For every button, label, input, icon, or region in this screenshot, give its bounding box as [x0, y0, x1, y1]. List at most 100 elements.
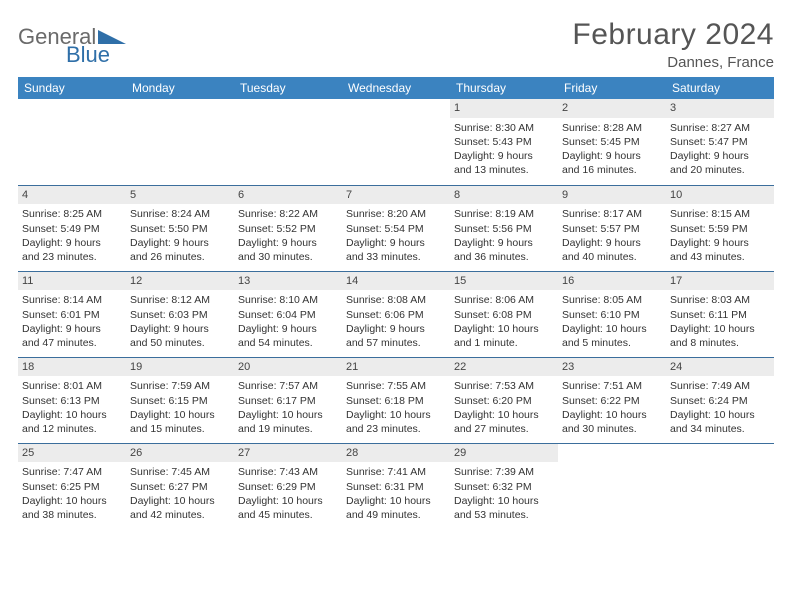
calendar-day-cell: [18, 99, 126, 185]
day2-line: and 49 minutes.: [346, 508, 446, 522]
sunset-line: Sunset: 6:31 PM: [346, 480, 446, 494]
day2-line: and 1 minute.: [454, 336, 554, 350]
day1-line: Daylight: 9 hours: [562, 236, 662, 250]
calendar-day-cell: [126, 99, 234, 185]
day1-line: Daylight: 10 hours: [130, 408, 230, 422]
sunrise-line: Sunrise: 8:06 AM: [454, 293, 554, 307]
sunrise-line: Sunrise: 7:59 AM: [130, 379, 230, 393]
sunset-line: Sunset: 5:50 PM: [130, 222, 230, 236]
day2-line: and 53 minutes.: [454, 508, 554, 522]
calendar-day-cell: 4Sunrise: 8:25 AMSunset: 5:49 PMDaylight…: [18, 185, 126, 271]
day1-line: Daylight: 9 hours: [454, 236, 554, 250]
calendar-day-cell: 16Sunrise: 8:05 AMSunset: 6:10 PMDayligh…: [558, 271, 666, 357]
day-number: 11: [18, 272, 126, 291]
day-header: Sunday: [18, 77, 126, 99]
calendar-day-cell: 1Sunrise: 8:30 AMSunset: 5:43 PMDaylight…: [450, 99, 558, 185]
day1-line: Daylight: 9 hours: [130, 322, 230, 336]
day1-line: Daylight: 10 hours: [130, 494, 230, 508]
day2-line: and 26 minutes.: [130, 250, 230, 264]
day2-line: and 30 minutes.: [562, 422, 662, 436]
day-number: 7: [342, 186, 450, 205]
day-number: 27: [234, 444, 342, 463]
day-number: 4: [18, 186, 126, 205]
day2-line: and 12 minutes.: [22, 422, 122, 436]
day1-line: Daylight: 9 hours: [346, 322, 446, 336]
sunrise-line: Sunrise: 7:45 AM: [130, 465, 230, 479]
day-number: 29: [450, 444, 558, 463]
calendar-day-cell: 28Sunrise: 7:41 AMSunset: 6:31 PMDayligh…: [342, 443, 450, 529]
calendar-day-cell: 26Sunrise: 7:45 AMSunset: 6:27 PMDayligh…: [126, 443, 234, 529]
calendar-day-cell: 2Sunrise: 8:28 AMSunset: 5:45 PMDaylight…: [558, 99, 666, 185]
sunrise-line: Sunrise: 8:17 AM: [562, 207, 662, 221]
sunrise-line: Sunrise: 8:25 AM: [22, 207, 122, 221]
day-header: Tuesday: [234, 77, 342, 99]
sunset-line: Sunset: 5:45 PM: [562, 135, 662, 149]
sunrise-line: Sunrise: 7:43 AM: [238, 465, 338, 479]
sunset-line: Sunset: 6:08 PM: [454, 308, 554, 322]
day-number: 20: [234, 358, 342, 377]
calendar-day-cell: 25Sunrise: 7:47 AMSunset: 6:25 PMDayligh…: [18, 443, 126, 529]
calendar-day-cell: 20Sunrise: 7:57 AMSunset: 6:17 PMDayligh…: [234, 357, 342, 443]
sunrise-line: Sunrise: 7:55 AM: [346, 379, 446, 393]
day1-line: Daylight: 9 hours: [346, 236, 446, 250]
calendar-week-row: 18Sunrise: 8:01 AMSunset: 6:13 PMDayligh…: [18, 357, 774, 443]
calendar-day-cell: 7Sunrise: 8:20 AMSunset: 5:54 PMDaylight…: [342, 185, 450, 271]
sunset-line: Sunset: 6:29 PM: [238, 480, 338, 494]
day2-line: and 34 minutes.: [670, 422, 770, 436]
sunrise-line: Sunrise: 8:01 AM: [22, 379, 122, 393]
sunset-line: Sunset: 5:47 PM: [670, 135, 770, 149]
sunrise-line: Sunrise: 8:14 AM: [22, 293, 122, 307]
day-header: Wednesday: [342, 77, 450, 99]
sunrise-line: Sunrise: 7:39 AM: [454, 465, 554, 479]
day2-line: and 23 minutes.: [346, 422, 446, 436]
sunrise-line: Sunrise: 8:15 AM: [670, 207, 770, 221]
calendar-day-cell: 24Sunrise: 7:49 AMSunset: 6:24 PMDayligh…: [666, 357, 774, 443]
day-number: 5: [126, 186, 234, 205]
day1-line: Daylight: 9 hours: [670, 236, 770, 250]
day-number: 15: [450, 272, 558, 291]
topbar: General Blue February 2024 Dannes, Franc…: [18, 18, 774, 71]
brand-word2: Blue: [66, 42, 110, 64]
calendar-day-cell: 27 Sunrise: 7:43 AMSunset: 6:29 PMDayligh…: [234, 443, 342, 529]
day2-line: and 54 minutes.: [238, 336, 338, 350]
day1-line: Daylight: 10 hours: [22, 408, 122, 422]
calendar-day-cell: 8Sunrise: 8:19 AMSunset: 5:56 PMDaylight…: [450, 185, 558, 271]
day2-line: and 47 minutes.: [22, 336, 122, 350]
day-number: 9: [558, 186, 666, 205]
calendar-day-cell: 22Sunrise: 7:53 AMSunset: 6:20 PMDayligh…: [450, 357, 558, 443]
calendar-day-cell: [666, 443, 774, 529]
calendar-day-cell: 21Sunrise: 7:55 AMSunset: 6:18 PMDayligh…: [342, 357, 450, 443]
calendar-week-row: 1Sunrise: 8:30 AMSunset: 5:43 PMDaylight…: [18, 99, 774, 185]
day1-line: Daylight: 10 hours: [346, 408, 446, 422]
sunrise-line: Sunrise: 8:30 AM: [454, 121, 554, 135]
calendar-day-cell: 15Sunrise: 8:06 AMSunset: 6:08 PMDayligh…: [450, 271, 558, 357]
sunset-line: Sunset: 6:10 PM: [562, 308, 662, 322]
day-number: 16: [558, 272, 666, 291]
day1-line: Daylight: 10 hours: [22, 494, 122, 508]
day2-line: and 40 minutes.: [562, 250, 662, 264]
day-number: 26: [126, 444, 234, 463]
day2-line: and 50 minutes.: [130, 336, 230, 350]
day1-line: Daylight: 10 hours: [238, 494, 338, 508]
day-number: 1: [450, 99, 558, 118]
calendar-week-row: 4 Sunrise: 8:25 AMSunset: 5:49 PM Daylight…: [18, 185, 774, 271]
day1-line: Daylight: 9 hours: [22, 322, 122, 336]
day-header: Friday: [558, 77, 666, 99]
day1-line: Daylight: 10 hours: [454, 494, 554, 508]
day2-line: and 30 minutes.: [238, 250, 338, 264]
sunrise-line: Sunrise: 7:57 AM: [238, 379, 338, 393]
day2-line: and 45 minutes.: [238, 508, 338, 522]
day-number: 23: [558, 358, 666, 377]
calendar-day-cell: 11Sunrise: 8:14 AMSunset: 6:01 PMDayligh…: [18, 271, 126, 357]
brand-logo-svg: General Blue: [18, 24, 136, 64]
sunset-line: Sunset: 5:49 PM: [22, 222, 122, 236]
day-number: 22: [450, 358, 558, 377]
day1-line: Daylight: 10 hours: [670, 408, 770, 422]
day-number: 18: [18, 358, 126, 377]
sunset-line: Sunset: 6:13 PM: [22, 394, 122, 408]
day2-line: and 57 minutes.: [346, 336, 446, 350]
day-number: 14: [342, 272, 450, 291]
calendar-day-cell: 3Sunrise: 8:27 AMSunset: 5:47 PMDaylight…: [666, 99, 774, 185]
day2-line: and 20 minutes.: [670, 163, 770, 177]
sunrise-line: Sunrise: 8:20 AM: [346, 207, 446, 221]
